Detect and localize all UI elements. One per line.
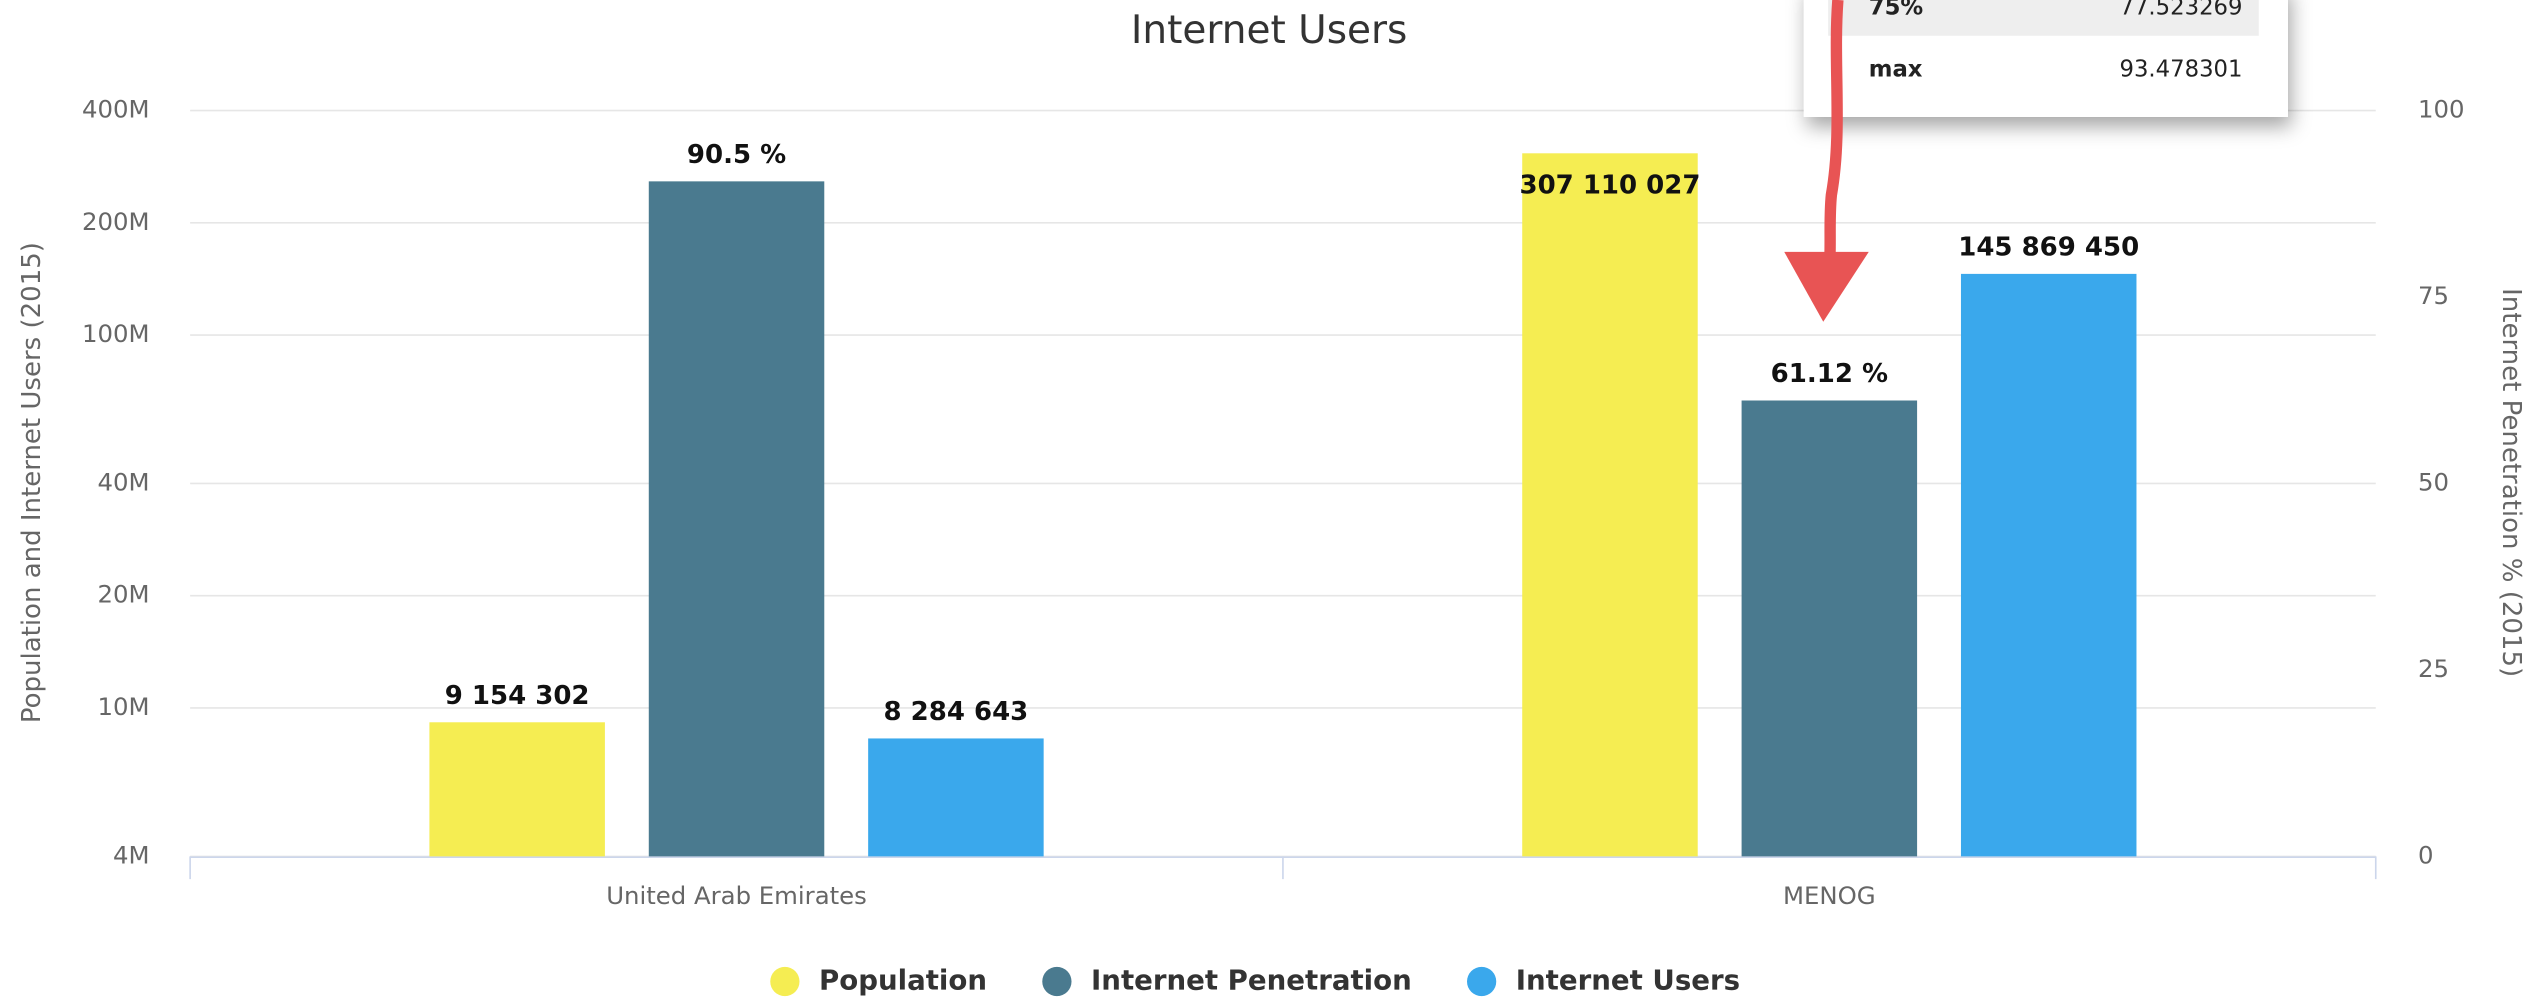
data-label: 9 154 302 [445,681,590,711]
y-tick-label: 4M [113,840,150,869]
bar [648,181,825,857]
y-tick-label: 100M [82,319,150,348]
y2-axis-title: Internet Penetration % (2015) [2496,288,2526,677]
data-label: 8 284 643 [884,697,1029,727]
data-label: 307 110 027 [1520,170,1701,200]
legend-marker [1042,966,1072,997]
table-key: max [1869,56,1923,82]
bar [1522,153,1698,857]
y-tick-label: 40M [97,467,149,496]
y-tick-label: 200M [82,207,150,236]
bar [429,722,605,857]
legend-label: Internet Penetration [1091,964,1412,997]
data-label: 145 869 450 [1958,232,2139,262]
y2-tick-label: 50 [2418,467,2449,496]
y2-tick-label: 0 [2418,840,2434,869]
legend-label: Population [819,964,987,997]
row-bg [1828,0,2259,36]
data-label: 90.5 % [687,140,786,170]
y-tick-label: 20M [97,580,149,609]
y-tick-label: 10M [97,692,149,721]
y-axis-title: Population and Internet Users (2015) [17,242,47,723]
legend-marker [1467,966,1497,997]
bar [1741,400,1918,857]
legend-marker [770,966,800,997]
table-value: 93.478301 [2119,56,2242,82]
chart-title: Internet Users [1131,8,1407,53]
x-tick-label: MENOG [1783,881,1876,910]
y2-tick-label: 100 [2418,95,2465,124]
bar [868,738,1044,857]
tooltip-table: 75% 77.523269 max 93.478301 [1803,0,2288,117]
bar [1960,273,2137,857]
table-value: 77.523269 [2119,0,2242,21]
y-tick-label: 400M [82,95,150,124]
arrow-head [1784,251,1869,322]
legend-label: Internet Users [1516,964,1740,997]
y2-tick-label: 25 [2418,654,2449,683]
x-tick-label: United Arab Emirates [606,881,867,910]
y2-tick-label: 75 [2418,281,2449,310]
table-key: 75% [1869,0,1924,21]
data-label: 61.12 % [1771,359,1888,389]
